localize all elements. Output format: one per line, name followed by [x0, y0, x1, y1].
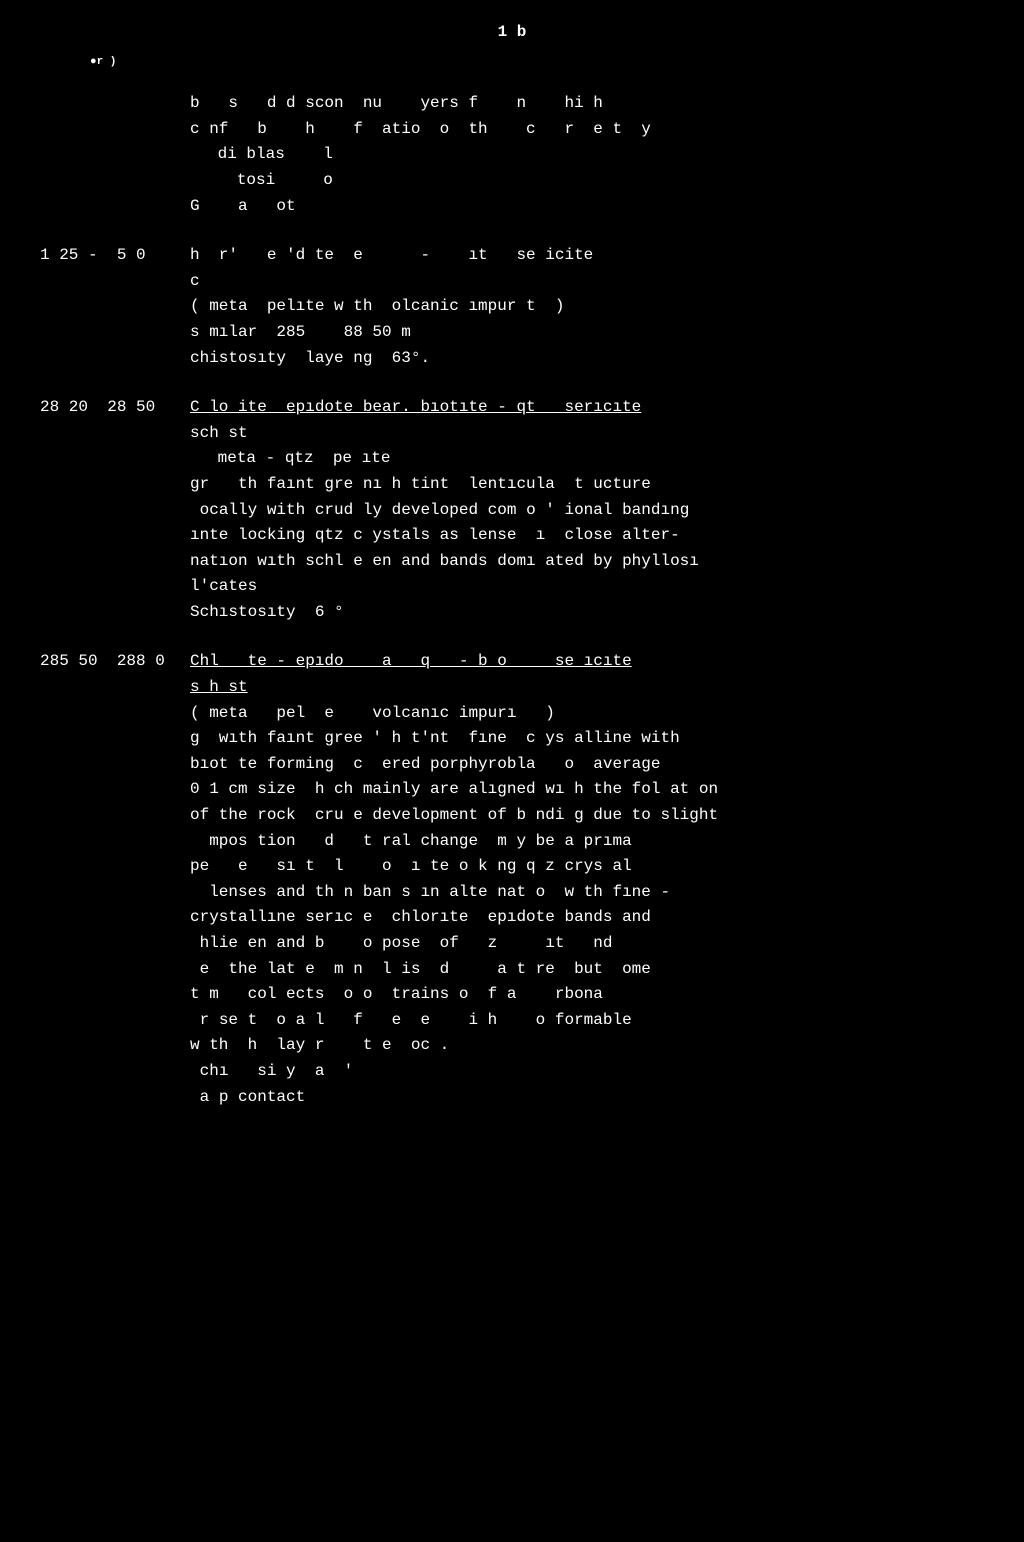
header-line: c nf b h f atio o th c r e t y [190, 117, 984, 143]
header-line: b s d d scon nu yers f n hi h [190, 91, 984, 117]
desc-title: Chl te - epıdo a q - b o se ıcıte [190, 649, 984, 675]
page-number: 1 b [40, 20, 984, 46]
desc-line: chistosıty laye ng 63°. [190, 346, 984, 372]
desc-line: g wıth faınt gree ' h t'nt fıne c ys all… [190, 726, 984, 752]
desc-line: sch st [190, 421, 984, 447]
underlined-title: Chl te - epıdo a q - b o se ıcıte [190, 652, 632, 670]
header-desc: b s d d scon nu yers f n hi h c nf b h f… [190, 91, 984, 219]
log-entry: 1 25 - 5 0 h r' e 'd te e - ıt se icite … [40, 243, 984, 371]
desc-line: ocally with crud ly developed com o ' io… [190, 498, 984, 524]
desc-subtitle: s h st [190, 675, 984, 701]
desc-line: ınte locking qtz c ystals as lense ı clo… [190, 523, 984, 549]
desc-line: ( meta pel e volcanıc impurı ) [190, 701, 984, 727]
desc-line: 0 1 cm size h ch mainly are alıgned wı h… [190, 777, 984, 803]
log-entry: 285 50 288 0 Chl te - epıdo a q - b o se… [40, 649, 984, 1110]
header-block: b s d d scon nu yers f n hi h c nf b h f… [40, 91, 984, 219]
desc-line: chı si y a ' [190, 1059, 984, 1085]
desc-line: r se t o a l f e e i h o formable [190, 1008, 984, 1034]
desc-line: a p contact [190, 1085, 984, 1111]
depth-range: 1 25 - 5 0 [40, 243, 190, 371]
desc-line: l'cates [190, 574, 984, 600]
desc-line: mpos tion d t ral change m y be a prıma [190, 829, 984, 855]
header-line: G a ot [190, 194, 984, 220]
desc-line: of the rock cru e development of b ndi g… [190, 803, 984, 829]
desc-line: h r' e 'd te e - ıt se icite [190, 243, 984, 269]
entry-desc: Chl te - epıdo a q - b o se ıcıte s h st… [190, 649, 984, 1110]
desc-title: C lo ite epıdote bear. bıotıte - qt serı… [190, 395, 984, 421]
desc-line: Schıstosıty 6 ° [190, 600, 984, 626]
underlined-subtitle: s h st [190, 678, 248, 696]
desc-line: w th h lay r t e oc . [190, 1033, 984, 1059]
desc-line: lenses and th n ban s ın alte nat o w th… [190, 880, 984, 906]
underlined-title: C lo ite epıdote bear. bıotıte - qt serı… [190, 398, 641, 416]
desc-line: ( meta pelıte w th olcanic ımpur t ) [190, 294, 984, 320]
desc-line: meta - qtz pe ıte [190, 446, 984, 472]
entry-desc: h r' e 'd te e - ıt se icite c ( meta pe… [190, 243, 984, 371]
depth-range: 28 20 28 50 [40, 395, 190, 625]
header-line: tosi o [190, 168, 984, 194]
entry-desc: C lo ite epıdote bear. bıotıte - qt serı… [190, 395, 984, 625]
desc-line: hlie en and b o pose of z ıt nd [190, 931, 984, 957]
header-depth [40, 91, 190, 219]
corner-marker: ●r ) [90, 54, 984, 72]
desc-line: e the lat e m n l is d a t re but ome [190, 957, 984, 983]
desc-line: c [190, 269, 984, 295]
desc-line: s mılar 285 88 50 m [190, 320, 984, 346]
desc-line: crystallıne serıc e chlorıte epıdote ban… [190, 905, 984, 931]
depth-range: 285 50 288 0 [40, 649, 190, 1110]
log-entry: 28 20 28 50 C lo ite epıdote bear. bıotı… [40, 395, 984, 625]
desc-line: t m col ects o o trains o f a rbona [190, 982, 984, 1008]
desc-line: gr th faınt gre nı h tint lentıcula t uc… [190, 472, 984, 498]
desc-line: bıot te forming c ered porphyrobla o ave… [190, 752, 984, 778]
desc-line: pe e sı t l o ı te o k ng q z crys al [190, 854, 984, 880]
header-line: di blas l [190, 142, 984, 168]
desc-line: natıon wıth schl e en and bands domı ate… [190, 549, 984, 575]
